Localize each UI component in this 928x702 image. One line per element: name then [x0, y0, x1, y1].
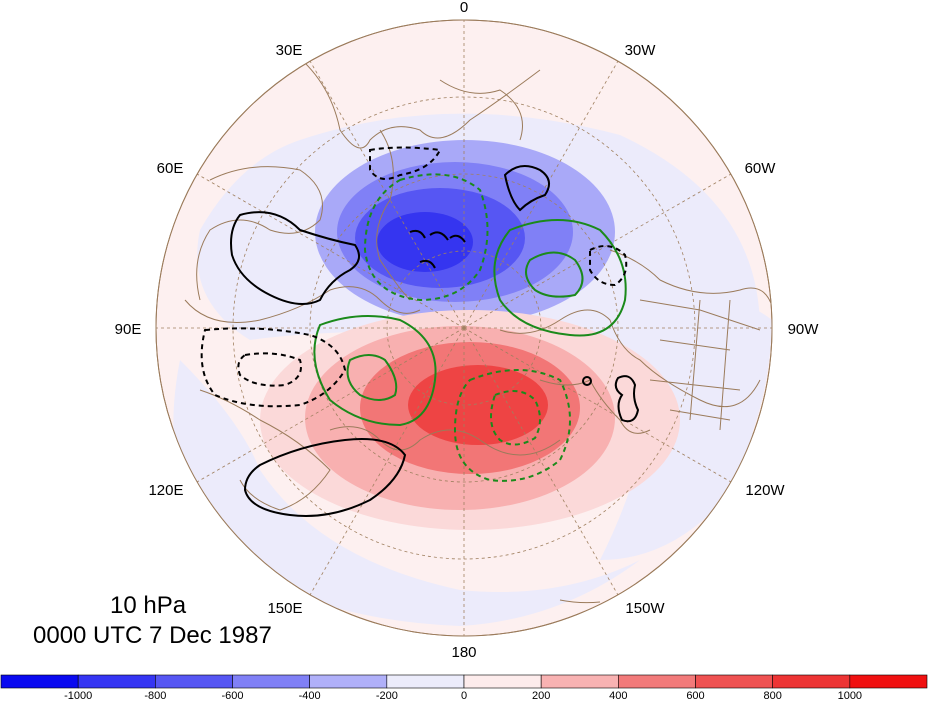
contour-green-solid-east-inner [525, 251, 584, 298]
positive-contours [313, 173, 627, 482]
lon-label-90w: 90W [788, 321, 820, 338]
colorbar-box [155, 674, 233, 689]
colorbar-tick-label: 600 [686, 690, 704, 702]
lon-label-30e: 30E [276, 42, 303, 59]
black-contours [200, 146, 640, 517]
colorbar-tick-label: -400 [299, 690, 321, 702]
colorbar-box [309, 674, 388, 689]
lon-label-60w: 60W [745, 160, 777, 177]
contour-green-solid-east [493, 219, 627, 337]
colorbar-box [540, 674, 619, 689]
colorbar-tick-label: 0 [461, 690, 467, 702]
contour-black-core-squiggles [409, 229, 466, 269]
contour-black-solid-pacific [243, 438, 407, 517]
pressure-level-title: 10 hPa [110, 592, 187, 619]
contour-black-solid-america [614, 375, 640, 423]
colorbar-tick-label: -800 [144, 690, 166, 702]
colorbar-boxes [0, 674, 928, 689]
contour-black-dashed-east [589, 245, 628, 287]
negative-anomaly-core [377, 212, 473, 272]
contour-black-dashed-asia-inner [237, 352, 302, 387]
lon-label-120e: 120E [148, 482, 183, 499]
colorbar-tick-label: 400 [609, 690, 627, 702]
contour-black-dashed-asia [200, 327, 347, 408]
contour-black-dashed-north [369, 146, 442, 180]
positive-anomaly-strong [408, 365, 548, 445]
lon-label-30w: 30W [625, 42, 657, 59]
colorbar-box [386, 674, 465, 689]
contour-black-solid-small [582, 376, 592, 386]
valid-time-title: 0000 UTC 7 Dec 1987 [33, 622, 272, 649]
lon-label-90e: 90E [115, 321, 142, 338]
colorbar-box [772, 674, 851, 689]
contour-green-solid-west-inner [346, 354, 398, 401]
contour-green-solid-west [313, 315, 437, 427]
colorbar-box [463, 674, 542, 689]
colorbar-box [849, 674, 928, 689]
lon-label-120w: 120W [745, 482, 785, 499]
lon-label-180: 180 [451, 644, 476, 661]
colorbar-box [0, 674, 79, 689]
colorbar-ticks: -1000 -800 -600 -400 -200 0 200 400 600 800 1000 [64, 690, 862, 702]
colorbar-box [77, 674, 156, 689]
colorbar-box [695, 674, 773, 689]
graticule [156, 20, 772, 636]
coastlines [184, 49, 772, 604]
lon-label-150e: 150E [267, 600, 302, 617]
faint-negative-region-east [640, 293, 772, 500]
contour-black-solid-atlantic [503, 165, 550, 212]
contour-green-dashed-south-inner [490, 390, 541, 446]
lon-label-150w: 150W [625, 600, 665, 617]
longitude-labels: 0 30W 60W 90W 120W 150W 180 150E 120E 90… [115, 0, 820, 661]
colorbar-tick-label: -200 [376, 690, 398, 702]
colorbar-box [618, 674, 696, 689]
colorbar: -1000 -800 -600 -400 -200 0 200 400 600 800 1000 [0, 674, 928, 702]
colorbar-tick-label: 200 [532, 690, 550, 702]
map-border [155, 19, 773, 637]
colorbar-tick-label: 1000 [838, 690, 862, 702]
colorbar-tick-label: -600 [221, 690, 243, 702]
contour-black-solid-europe [230, 211, 360, 305]
lon-label-60e: 60E [157, 160, 184, 177]
colorbar-tick-label: 800 [763, 690, 781, 702]
colorbar-box [232, 674, 310, 689]
colorbar-tick-label: -1000 [64, 690, 92, 702]
contour-green-dashed-north [363, 173, 489, 302]
faint-negative-region-south [173, 360, 641, 626]
contour-green-dashed-south [453, 369, 571, 482]
lon-label-0: 0 [460, 0, 468, 16]
